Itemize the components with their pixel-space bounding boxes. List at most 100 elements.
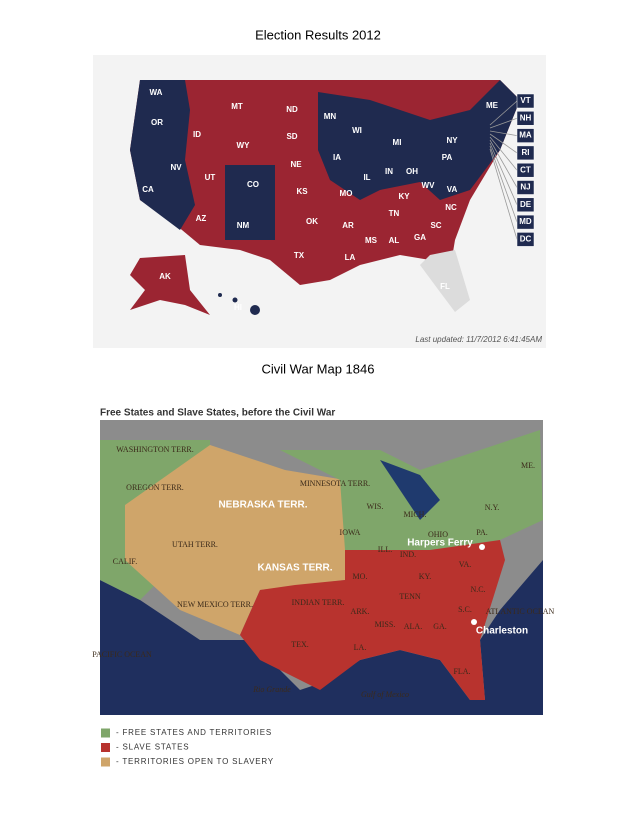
- state-label: WI: [352, 126, 362, 135]
- region-label: TENN: [399, 592, 421, 601]
- state-label: MO: [340, 189, 353, 198]
- region-label: OHIO: [428, 530, 448, 539]
- state-label: WV: [422, 181, 436, 190]
- region-label: MISS.: [375, 620, 396, 629]
- region-label: ALA.: [404, 622, 422, 631]
- region-label: MICH.: [404, 510, 427, 519]
- key-label: VT: [520, 96, 530, 105]
- key-box: [516, 128, 535, 143]
- legend: - FREE STATES AND TERRITORIES - SLAVE STA…: [101, 728, 274, 767]
- state-label: AL: [389, 236, 400, 245]
- legend-swatch: [101, 743, 110, 752]
- legend-label: - SLAVE STATES: [116, 743, 189, 752]
- great-lakes: [380, 460, 440, 520]
- region-label: NEW MEXICO TERR.: [177, 600, 253, 609]
- key-box: [516, 197, 535, 213]
- key-label: DE: [520, 200, 532, 209]
- key-box: [516, 232, 535, 247]
- connector: [489, 136, 518, 171]
- state-label: NC: [445, 203, 457, 212]
- map-title: Free States and Slave States, before the…: [100, 408, 335, 419]
- state-label: MS: [365, 236, 378, 245]
- region-label: Gulf of Mexico: [361, 690, 409, 699]
- civil-war-map: WASHINGTON TERR. OREGON TERR. CALIF. UTAH T…: [92, 420, 555, 715]
- key-label: MD: [519, 217, 532, 226]
- state-label: CA: [142, 185, 154, 194]
- region-label: INDIAN TERR.: [292, 598, 345, 607]
- region-label: KY.: [419, 572, 432, 581]
- connector: [489, 100, 518, 126]
- key-box: [516, 93, 535, 109]
- state-label: LA: [345, 253, 356, 262]
- state-label: OH: [406, 167, 418, 176]
- state-label: AK: [159, 272, 171, 281]
- key-box: [516, 214, 535, 230]
- region-label: PACIFIC OCEAN: [92, 650, 152, 659]
- place-label: KANSAS TERR.: [257, 563, 332, 574]
- key-label: DC: [520, 235, 532, 244]
- key-label: NJ: [520, 183, 530, 192]
- region-label: MINNESOTA TERR.: [300, 479, 370, 488]
- region-label: GA.: [433, 622, 447, 631]
- region-label: ARK.: [351, 607, 370, 616]
- state-label: ND: [286, 105, 298, 114]
- section-title: Civil War Map 1846: [262, 361, 375, 376]
- harpers-ferry-marker: [479, 544, 485, 550]
- state-label: IL: [363, 173, 370, 182]
- region-label: OREGON TERR.: [126, 483, 184, 492]
- key-box: [516, 180, 535, 195]
- charleston-marker: [471, 619, 477, 625]
- region-label: TEX.: [291, 640, 309, 649]
- state-label: KS: [296, 187, 308, 196]
- state-label: VA: [447, 185, 458, 194]
- state-label: SC: [430, 221, 441, 230]
- connector: [489, 139, 518, 188]
- state-label: PA: [442, 153, 453, 162]
- legend-label: - TERRITORIES OPEN TO SLAVERY: [116, 757, 274, 766]
- region-label: ME.: [521, 461, 535, 470]
- hawaii: [232, 297, 238, 303]
- state-labels: WA OR CA NV ID MT WY UT CO AZ NM ND SD NE KS OK TX MN IA MO…: [142, 88, 498, 312]
- state-label: GA: [414, 233, 426, 242]
- key-label: RI: [522, 148, 530, 157]
- state-label: MT: [231, 102, 243, 111]
- state-label: WY: [237, 141, 251, 150]
- small-state-keys: VT NH MA RI CT NJ DE MD DC: [489, 93, 535, 247]
- region-label: UTAH TERR.: [172, 540, 218, 549]
- state-label: ID: [193, 130, 201, 139]
- state-label: CO: [247, 180, 259, 189]
- open-territory: [125, 445, 345, 635]
- state-label: OR: [151, 118, 163, 127]
- hawaii: [250, 305, 260, 315]
- last-updated: Last updated: 11/7/2012 6:41:45AM: [415, 335, 542, 344]
- state-label: IN: [385, 167, 393, 176]
- key-box: [516, 162, 535, 178]
- state-label: MN: [324, 112, 337, 121]
- election-map: WA OR CA NV ID MT WY UT CO AZ NM ND SD NE KS OK TX MN IA MO…: [93, 55, 546, 348]
- connector: [489, 133, 518, 154]
- region-label: LA.: [354, 643, 367, 652]
- blue-states: [318, 80, 520, 200]
- region-label: N.C.: [470, 585, 485, 594]
- state-label: NV: [170, 163, 182, 172]
- state-label: ME: [486, 101, 499, 110]
- blue-states: [130, 80, 195, 230]
- state-label: OK: [306, 217, 318, 226]
- key-box: [516, 145, 535, 161]
- region-label: WASHINGTON TERR.: [116, 445, 193, 454]
- hawaii: [218, 293, 222, 297]
- connector: [489, 145, 518, 223]
- region-label: ATLANTIC OCEAN: [486, 607, 555, 616]
- state-label: TX: [294, 251, 305, 260]
- connector: [489, 130, 518, 136]
- legend-swatch: [101, 728, 110, 738]
- region-label: FLA.: [453, 667, 470, 676]
- slave-region: [240, 540, 505, 700]
- state-label: SD: [286, 132, 297, 141]
- region-label: ILL.: [378, 545, 392, 554]
- alaska: [130, 255, 210, 315]
- state-label: AR: [342, 221, 354, 230]
- state-label: WA: [150, 88, 163, 97]
